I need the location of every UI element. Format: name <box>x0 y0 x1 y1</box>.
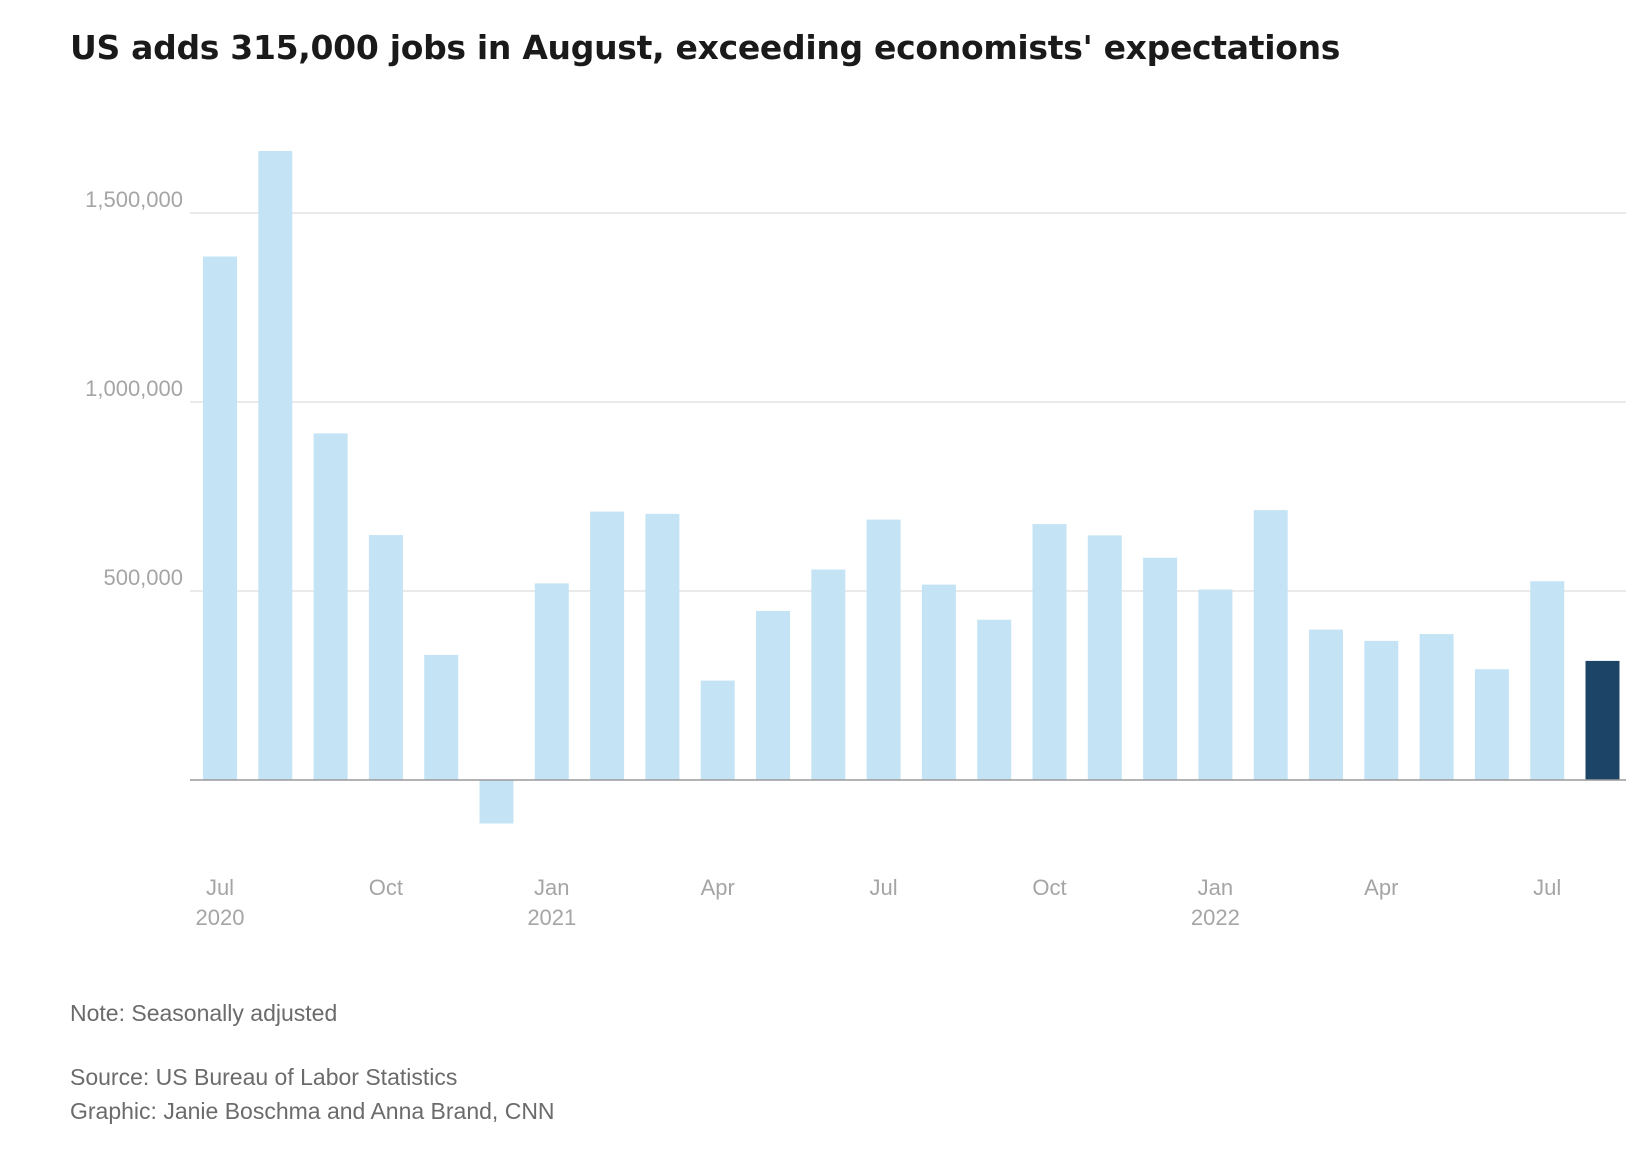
x-tick-month: Jan <box>534 875 569 900</box>
source-text: Source: US Bureau of Labor Statistics <box>70 1064 458 1090</box>
x-tick-month: Jul <box>870 875 898 900</box>
credit-text: Graphic: Janie Boschma and Anna Brand, C… <box>70 1098 555 1124</box>
x-tick-month: Jul <box>1533 875 1561 900</box>
x-tick-year: 2021 <box>527 905 576 930</box>
bar <box>1530 581 1565 780</box>
bar <box>534 583 569 780</box>
note-text: Note: Seasonally adjusted <box>70 1000 338 1026</box>
bar <box>1087 535 1122 780</box>
bar <box>1364 640 1399 780</box>
bar <box>479 780 514 824</box>
bar <box>645 513 680 780</box>
bars <box>203 151 1620 824</box>
bar <box>1474 669 1509 780</box>
chart-title: US adds 315,000 jobs in August, exceedin… <box>70 28 1341 67</box>
x-tick-month: Oct <box>1032 875 1066 900</box>
x-tick-month: Apr <box>1364 875 1398 900</box>
x-tick-month: Jan <box>1198 875 1233 900</box>
bar <box>756 611 790 780</box>
bar <box>313 433 348 780</box>
bar <box>258 151 293 780</box>
bar <box>368 535 403 780</box>
bar <box>866 519 901 780</box>
y-axis-ticks: 500,000 1,000,000 1,500,000 <box>85 187 183 590</box>
y-tick-label: 1,000,000 <box>85 376 183 401</box>
x-tick-month: Oct <box>369 875 403 900</box>
x-axis-ticks: Jul 2020 Oct Jan 2021 Apr Jul Oct Jan 2022 Apr Jul <box>196 875 1562 930</box>
x-tick-year: 2022 <box>1191 905 1240 930</box>
bar <box>424 654 459 780</box>
bar-highlighted <box>1585 660 1620 780</box>
bar <box>1419 634 1454 780</box>
jobs-bar-chart: 500,000 1,000,000 1,500,000 Jul 2020 Oct Jan 2… <box>85 151 1626 930</box>
y-tick-label: 500,000 <box>103 565 183 590</box>
bar <box>977 619 1012 780</box>
bar <box>700 680 735 780</box>
bar <box>1309 629 1343 780</box>
x-tick-year: 2020 <box>196 905 245 930</box>
gridlines <box>190 212 1626 592</box>
bar <box>811 569 846 780</box>
x-tick-month: Jul <box>206 875 234 900</box>
bar <box>921 584 956 780</box>
bar <box>1032 524 1067 780</box>
bar <box>1143 557 1178 780</box>
bar <box>590 511 625 780</box>
x-tick-month: Apr <box>701 875 735 900</box>
bar <box>203 256 237 780</box>
y-tick-label: 1,500,000 <box>85 187 183 212</box>
bar <box>1253 510 1288 780</box>
bar <box>1198 589 1233 780</box>
